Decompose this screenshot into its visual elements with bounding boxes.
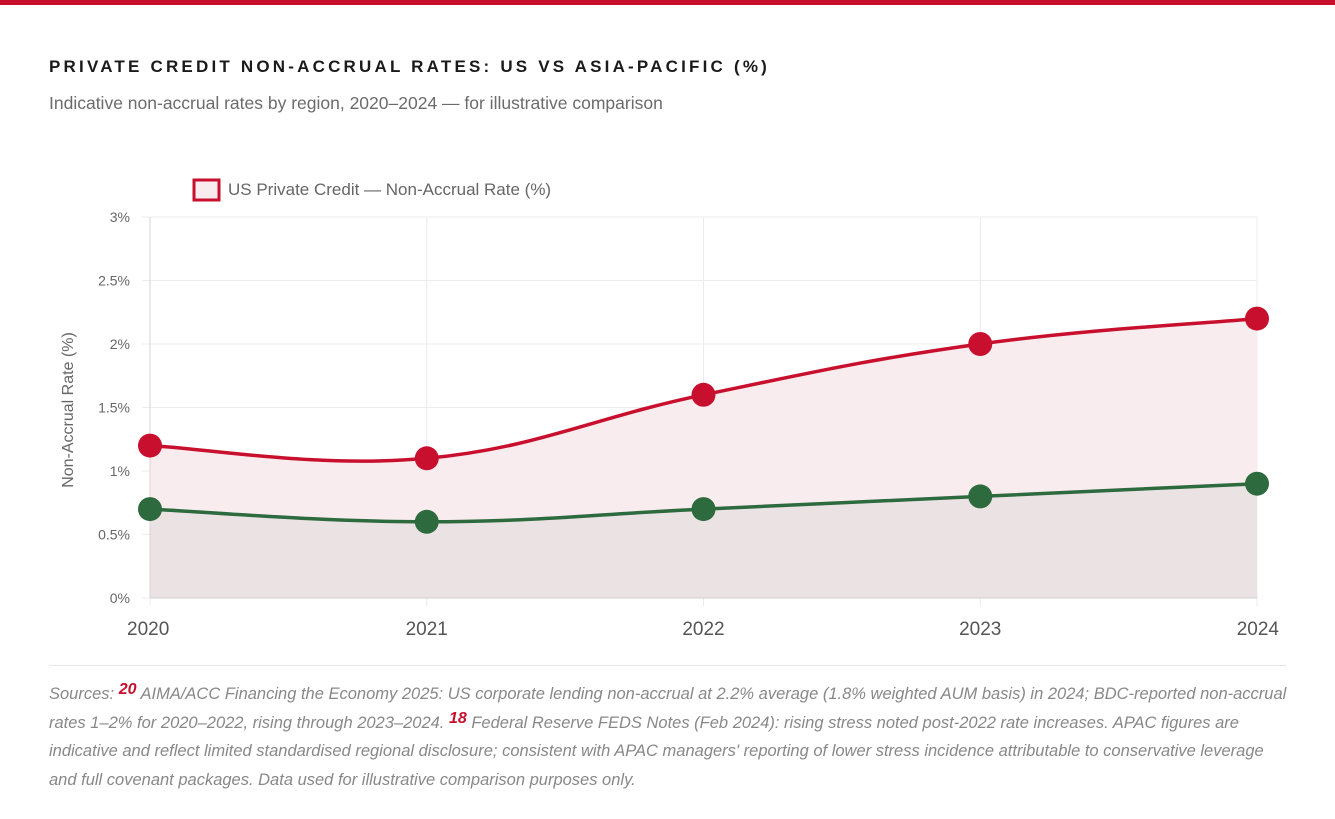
top-accent-bar: [0, 0, 1335, 5]
y-tick-label: 1.5%: [98, 400, 130, 416]
sources-label: Sources:: [49, 685, 115, 703]
y-tick-label: 0.5%: [98, 527, 130, 543]
data-point-1-2022[interactable]: [691, 497, 716, 522]
data-point-0-2023[interactable]: [968, 332, 993, 356]
series-points: [138, 306, 1269, 534]
x-tick-labels: 2020 2021 2022 2023 2024: [127, 619, 1279, 640]
y-tick-labels: 0% 0.5% 1% 1.5% 2% 2.5% 3%: [98, 209, 130, 606]
data-point-0-2020[interactable]: [138, 433, 162, 458]
footnote-ref-18[interactable]: 18: [448, 709, 467, 727]
data-point-1-2020[interactable]: [138, 497, 162, 522]
data-point-1-2024[interactable]: [1245, 471, 1269, 496]
x-tick-label: 2020: [127, 619, 169, 640]
y-tick-label: 2%: [110, 336, 130, 352]
footer-divider: [49, 665, 1286, 666]
non-accrual-line-chart: 0%0.5%1%1.5%2%2.5%3% 2020 2021 2022 2023 202…: [60, 178, 1279, 640]
x-tick-label: 2023: [959, 619, 1001, 640]
footnote-ref-20[interactable]: 20: [118, 681, 137, 698]
y-tick-label: 1%: [110, 463, 130, 479]
x-tick-label: 2022: [682, 619, 724, 640]
y-tick-label: 3%: [110, 209, 130, 225]
legend-swatch-us: [192, 178, 221, 202]
sources-text-2: Federal Reserve FEDS Notes (Feb 2024): r…: [49, 713, 1264, 789]
data-point-0-2022[interactable]: [691, 382, 716, 407]
data-point-0-2021[interactable]: [414, 446, 439, 471]
y-tick-label: 2.5%: [98, 273, 130, 289]
data-point-1-2021[interactable]: [414, 509, 439, 534]
chart-subtitle: Indicative non-accrual rates by region, …: [49, 93, 663, 113]
data-point-1-2023[interactable]: [968, 484, 993, 509]
legend[interactable]: US Private Credit — Non-Accrual Rate (%): [192, 178, 551, 202]
sources-note: Sources: 20 AIMA/ACC Financing the Econo…: [49, 680, 1289, 794]
x-tick-label: 2024: [1237, 619, 1280, 640]
y-axis-label: Non-Accrual Rate (%): [60, 332, 77, 488]
y-tick-label: 0%: [110, 590, 130, 606]
sources-text-1: AIMA/ACC Financing the Economy 2025: US …: [49, 685, 1287, 732]
legend-label-us: US Private Credit — Non-Accrual Rate (%): [228, 180, 551, 199]
axes: [149, 217, 1257, 599]
chart-title: PRIVATE CREDIT NON-ACCRUAL RATES: US VS …: [49, 57, 771, 76]
x-tick-label: 2021: [406, 619, 448, 640]
series-area-1: [150, 483, 1257, 598]
data-point-0-2024[interactable]: [1245, 306, 1269, 331]
